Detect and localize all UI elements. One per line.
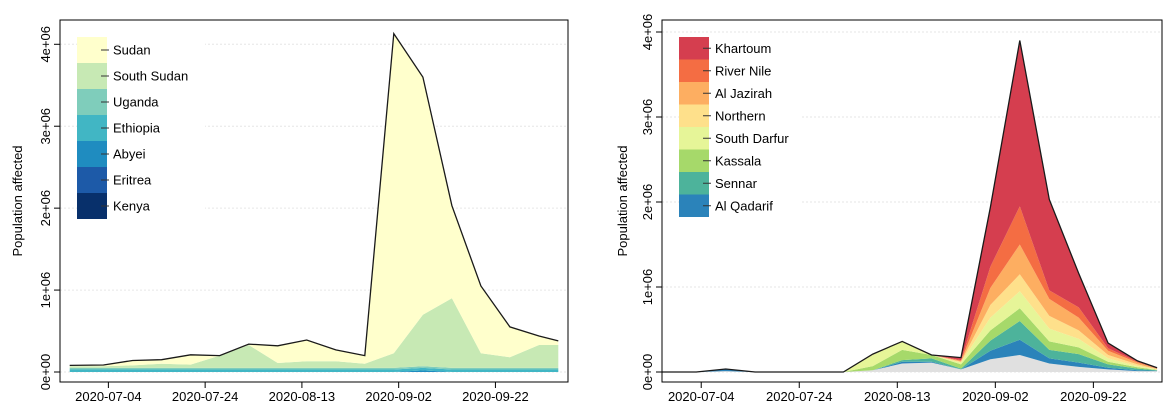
y-tick-label: 0e+00: [640, 354, 655, 391]
x-tick-label: 2020-09-22: [1060, 389, 1127, 404]
legend: Khartoum River Nile Al Jazirah Northern Sout…: [679, 35, 801, 219]
area-al-jazirah: [662, 244, 1158, 372]
stacked-areas: [662, 40, 1158, 373]
area-other: [662, 355, 1158, 372]
x-axis: 2020-07-04 2020-07-24 2020-08-13 2020-09-02…: [75, 382, 529, 404]
legend-label: South Darfur: [715, 131, 789, 146]
legend-label: Ethiopia: [113, 121, 161, 136]
y-tick-label: 1e+06: [38, 272, 53, 309]
area-kassala: [662, 308, 1158, 372]
legend-swatch: [679, 82, 709, 105]
y-axis: 0e+00 1e+06 2e+06 3e+06 4e+06: [640, 14, 662, 391]
stacked-areas: [69, 31, 559, 372]
area-south-sudan: [69, 298, 559, 368]
y-tick-label: 1e+06: [640, 269, 655, 306]
legend-label: Kassala: [715, 153, 762, 168]
area-northern: [662, 274, 1158, 372]
legend-label: River Nile: [715, 63, 771, 78]
x-tick-label: 2020-08-13: [864, 389, 931, 404]
area-al-qadarif: [662, 339, 1158, 372]
legend-label: Abyei: [113, 147, 146, 162]
x-tick-label: 2020-07-24: [766, 389, 833, 404]
x-tick-label: 2020-07-24: [172, 389, 239, 404]
y-tick-label: 2e+06: [38, 190, 53, 227]
x-tick-label: 2020-08-13: [269, 389, 336, 404]
y-axis-title: Population affected: [10, 145, 25, 256]
legend-swatch: [679, 37, 709, 60]
plot-frame: [59, 19, 569, 383]
legend-label: Sennar: [715, 176, 758, 191]
legend-label: South Sudan: [113, 69, 188, 84]
legend-label: Al Jazirah: [715, 86, 772, 101]
chart-panel-countries: 2020-07-04 2020-07-24 2020-08-13 2020-09-02…: [10, 19, 569, 404]
area-ethiopia: [69, 367, 559, 372]
legend-label: Northern: [715, 108, 766, 123]
legend-label: Kenya: [113, 199, 151, 214]
y-axis-title: Population affected: [615, 145, 630, 256]
legend-label: Al Qadarif: [715, 198, 773, 213]
chart-panel-states: 2020-07-04 2020-07-24 2020-08-13 2020-09-02…: [615, 14, 1163, 404]
x-tick-label: 2020-09-02: [365, 389, 432, 404]
y-tick-label: 0e+00: [38, 354, 53, 391]
y-tick-label: 3e+06: [640, 99, 655, 136]
legend-label: Khartoum: [715, 41, 771, 56]
legend-swatch: [679, 104, 709, 127]
x-tick-label: 2020-09-02: [962, 389, 1029, 404]
x-axis: 2020-07-04 2020-07-24 2020-08-13 2020-09-02…: [668, 382, 1127, 404]
total-line: [662, 40, 1158, 373]
y-axis: 0e+00 1e+06 2e+06 3e+06 4e+06: [38, 26, 60, 390]
x-tick-label: 2020-07-04: [668, 389, 735, 404]
legend-swatch: [679, 127, 709, 150]
x-tick-label: 2020-09-22: [462, 389, 529, 404]
y-tick-label: 4e+06: [640, 14, 655, 51]
x-tick-label: 2020-07-04: [75, 389, 142, 404]
y-tick-label: 2e+06: [640, 184, 655, 221]
area-sudan: [69, 33, 559, 367]
area-river-nile: [662, 206, 1158, 372]
area-abyei: [69, 370, 559, 372]
legend-swatch: [679, 59, 709, 82]
legend: Sudan South Sudan Uganda Ethiopia Abyei Eritr…: [77, 35, 205, 221]
area-south-darfur: [662, 291, 1158, 372]
legend-swatch: [679, 172, 709, 195]
total-line: [69, 31, 559, 367]
area-sennar: [662, 321, 1158, 372]
area-khartoum: [662, 40, 1158, 372]
y-tick-label: 3e+06: [38, 108, 53, 145]
plot-frame: [661, 19, 1163, 383]
legend-swatch: [679, 194, 709, 217]
legend-label: Eritrea: [113, 173, 152, 188]
y-tick-label: 4e+06: [38, 26, 53, 63]
legend-label: Uganda: [113, 95, 159, 110]
legend-swatch: [679, 149, 709, 172]
legend-label: Sudan: [113, 43, 151, 58]
